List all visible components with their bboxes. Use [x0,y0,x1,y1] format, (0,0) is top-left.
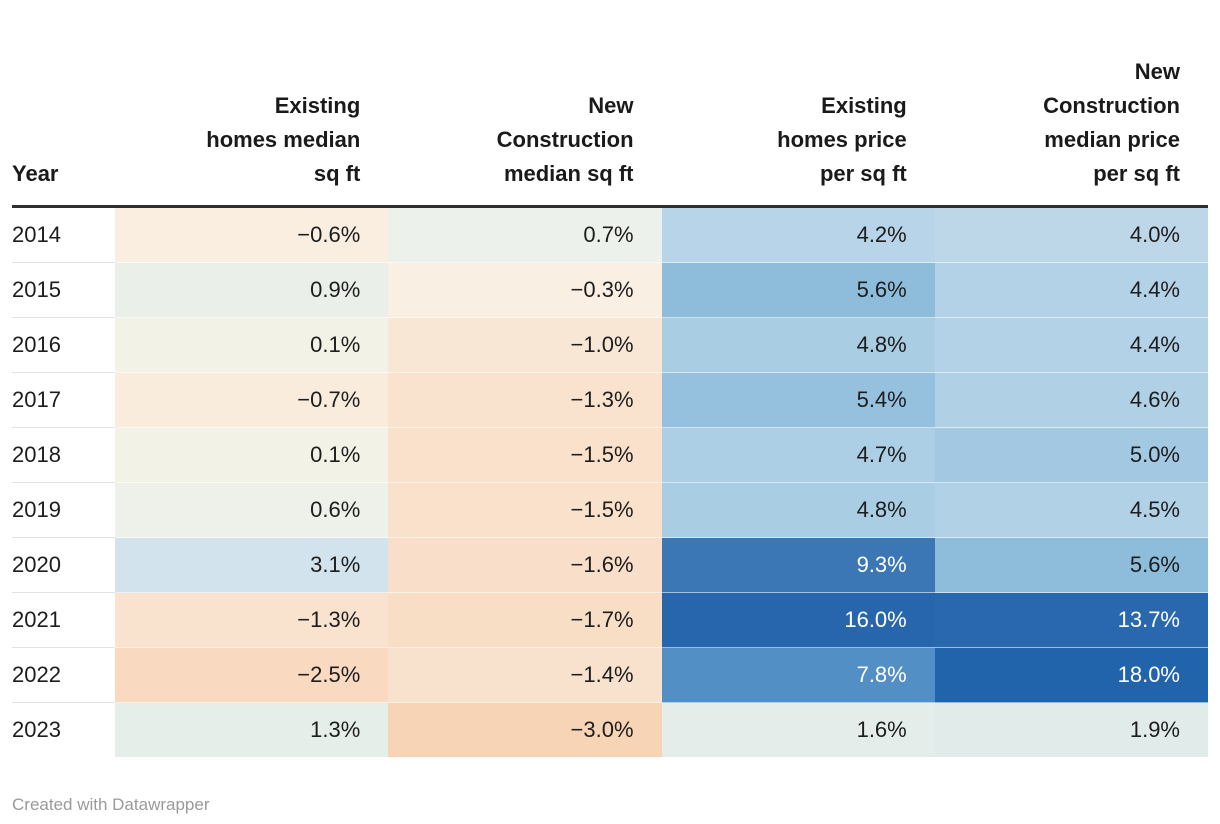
table-row: 2021 −1.3% −1.7% 16.0% 13.7% [12,593,1208,649]
value-cell: 5.6% [661,263,935,319]
column-header-new-construction-median-sqft: New Construction median sq ft [388,55,662,209]
year-cell: 2023 [12,703,116,758]
table-body: 2014 −0.6% 0.7% 4.2% 4.0% 2015 0.9% −0.3% 5.6% 4.… [12,208,1208,758]
value-cell: 13.7% [934,593,1208,649]
value-cell: 18.0% [934,648,1208,704]
value-cell: −1.7% [388,593,662,649]
value-cell: 9.3% [661,538,935,594]
table-row: 2014 −0.6% 0.7% 4.2% 4.0% [12,208,1208,264]
value-cell: 7.8% [661,648,935,704]
table-row: 2016 0.1% −1.0% 4.8% 4.4% [12,318,1208,374]
year-cell: 2021 [12,593,116,649]
value-cell: 0.9% [115,263,389,319]
year-cell: 2019 [12,483,116,539]
value-cell: 4.6% [934,373,1208,429]
value-cell: 0.6% [115,483,389,539]
column-header-existing-homes-median-sqft: Existing homes median sq ft [115,55,389,209]
year-cell: 2017 [12,373,116,429]
table-row: 2018 0.1% −1.5% 4.7% 5.0% [12,428,1208,484]
year-cell: 2022 [12,648,116,704]
value-cell: 1.9% [934,703,1208,758]
value-cell: −1.4% [388,648,662,704]
value-cell: 4.8% [661,483,935,539]
table-row: 2019 0.6% −1.5% 4.8% 4.5% [12,483,1208,539]
value-cell: 0.1% [115,428,389,484]
year-cell: 2016 [12,318,116,374]
value-cell: −1.3% [115,593,389,649]
value-cell: −1.6% [388,538,662,594]
table-row: 2017 −0.7% −1.3% 5.4% 4.6% [12,373,1208,429]
value-cell: 0.7% [388,208,662,264]
value-cell: 0.1% [115,318,389,374]
table-row: 2020 3.1% −1.6% 9.3% 5.6% [12,538,1208,594]
header-row: Year Existing homes median sq ft New Con… [12,55,1208,209]
value-cell: 4.4% [934,318,1208,374]
year-cell: 2020 [12,538,116,594]
table-row: 2022 −2.5% −1.4% 7.8% 18.0% [12,648,1208,704]
value-cell: −2.5% [115,648,389,704]
value-cell: −0.7% [115,373,389,429]
value-cell: 1.3% [115,703,389,758]
value-cell: 4.7% [661,428,935,484]
year-cell: 2014 [12,208,116,264]
value-cell: 5.6% [934,538,1208,594]
value-cell: −1.5% [388,428,662,484]
year-cell: 2015 [12,263,116,319]
value-cell: −0.3% [388,263,662,319]
value-cell: 3.1% [115,538,389,594]
value-cell: −1.5% [388,483,662,539]
column-header-year: Year [12,55,116,209]
value-cell: −1.0% [388,318,662,374]
value-cell: 1.6% [661,703,935,758]
value-cell: 4.2% [661,208,935,264]
value-cell: 5.4% [661,373,935,429]
column-header-existing-homes-price-per-sqft: Existing homes price per sq ft [661,55,935,209]
heatmap-table: Year Existing homes median sq ft New Con… [12,55,1208,758]
column-header-new-construction-median-price-per-sqft: New Construction median price per sq ft [934,55,1208,209]
value-cell: −1.3% [388,373,662,429]
value-cell: −0.6% [115,208,389,264]
value-cell: 5.0% [934,428,1208,484]
table-row: 2023 1.3% −3.0% 1.6% 1.9% [12,703,1208,758]
value-cell: 16.0% [661,593,935,649]
value-cell: 4.8% [661,318,935,374]
value-cell: −3.0% [388,703,662,758]
table-row: 2015 0.9% −0.3% 5.6% 4.4% [12,263,1208,319]
year-cell: 2018 [12,428,116,484]
value-cell: 4.0% [934,208,1208,264]
credit-line: Created with Datawrapper [12,795,210,815]
value-cell: 4.5% [934,483,1208,539]
value-cell: 4.4% [934,263,1208,319]
